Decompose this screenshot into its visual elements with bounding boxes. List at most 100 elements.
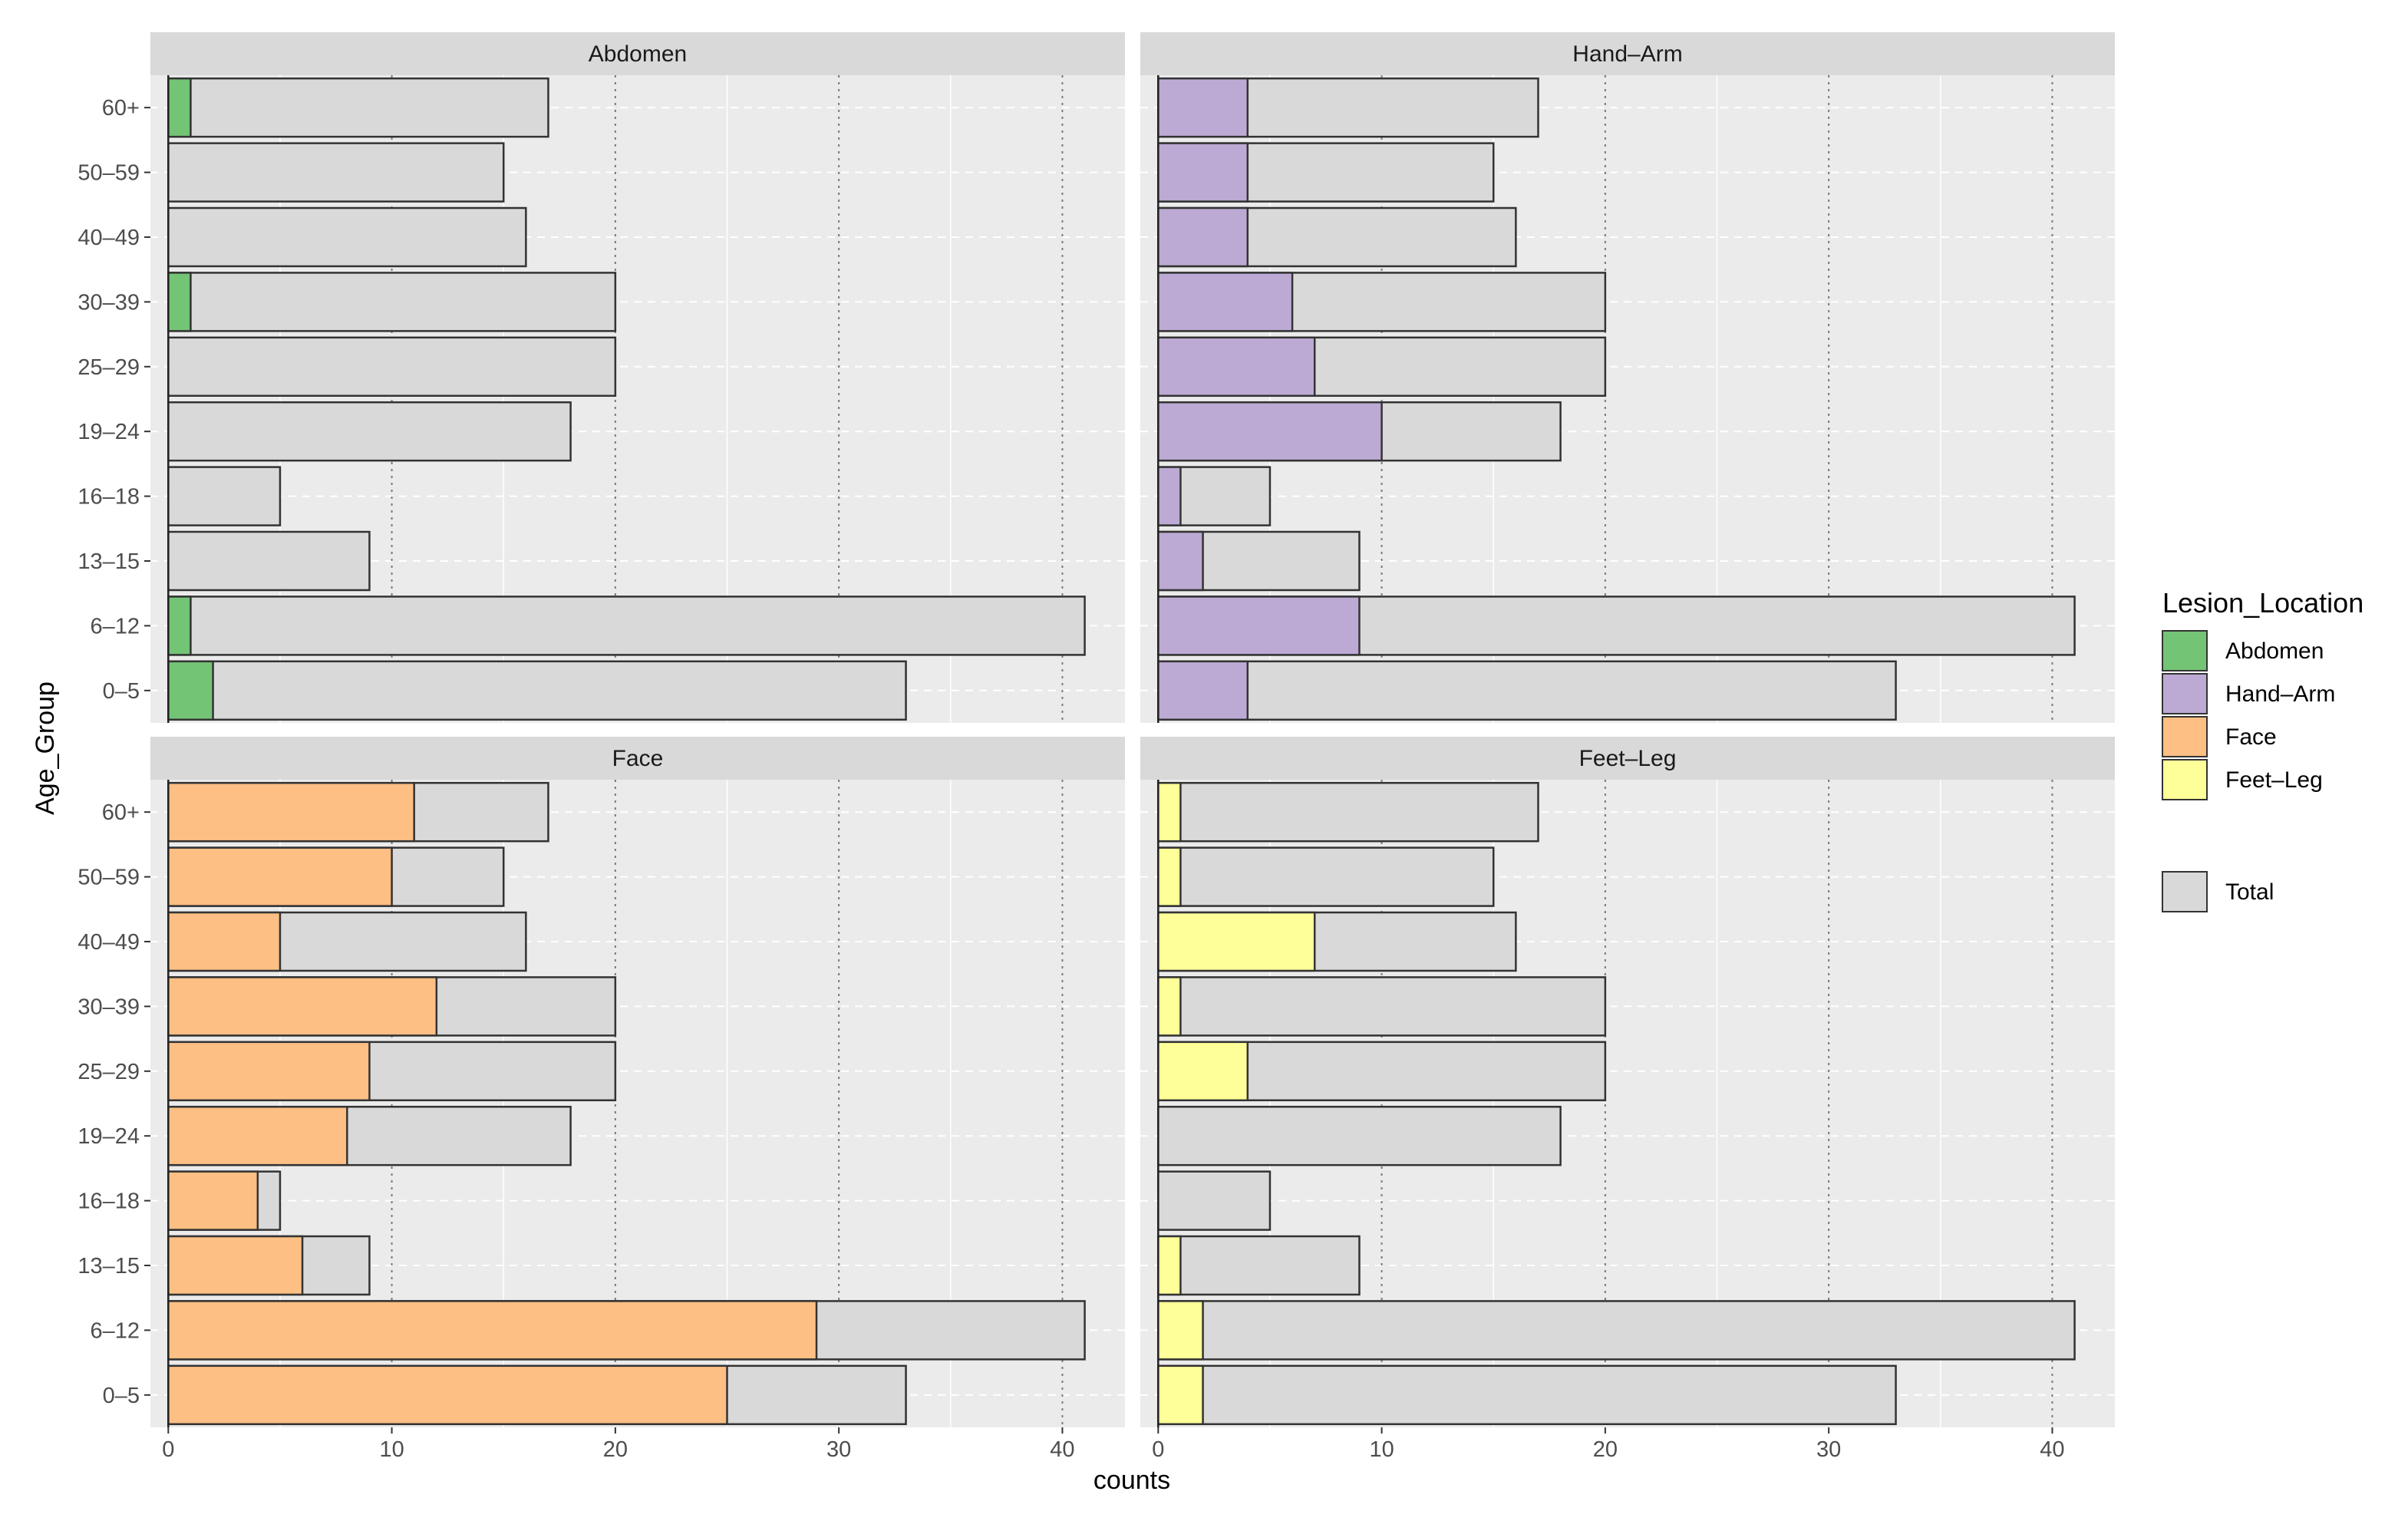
y-tick-label-25-29: 25–29 — [78, 355, 140, 380]
bar-face-16-18 — [167, 1170, 259, 1231]
y-tick-label-0-5: 0–5 — [103, 1384, 140, 1408]
bar-hand-arm-19-24 — [1157, 401, 1383, 462]
legend-label-feet-leg: Feet–Leg — [2225, 767, 2323, 793]
bar-total-50-59 — [167, 142, 505, 203]
bar-feet-leg-50-59 — [1157, 846, 1182, 907]
legend: Lesion_Location Abdomen Hand–Arm Face Feet–… — [2162, 587, 2363, 912]
strip-hand-arm — [1140, 32, 2115, 75]
legend-key-feet-leg — [2162, 759, 2208, 800]
panel-abdomen: Abdomen 0–5 6–12 13–15 16–18 19–24 25–29 30–39 4… — [78, 32, 1125, 723]
bar-feet-leg-25-29 — [1157, 1041, 1249, 1102]
bar-total-50-59 — [1157, 846, 1495, 907]
y-tick-label-6-12: 6–12 — [90, 614, 140, 638]
bar-face-50-59 — [167, 846, 393, 907]
y-axis-title: Age_Group — [31, 681, 60, 815]
legend-label-abdomen: Abdomen — [2225, 638, 2324, 664]
panel-face: Face 0–5 6–12 13–15 16–18 19–24 25–29 30–39 40–4… — [78, 737, 1125, 1462]
bar-total-0-5 — [1157, 1364, 1897, 1426]
strip-face — [150, 737, 1125, 780]
legend-key-face — [2162, 716, 2208, 757]
strip-title-face: Face — [612, 746, 664, 771]
x-tick-label-0: 0 — [1152, 1437, 1164, 1462]
legend-key-abdomen — [2162, 630, 2208, 671]
bar-hand-arm-60 — [1157, 77, 1249, 138]
strip-title-feet-leg: Feet–Leg — [1579, 746, 1677, 771]
x-tick-label-10: 10 — [1369, 1437, 1394, 1462]
y-tick-label-40-49: 40–49 — [78, 226, 140, 250]
bar-feet-leg-6-12 — [1157, 1300, 1204, 1361]
bar-total-13-15 — [167, 530, 371, 592]
y-tick-label-30-39: 30–39 — [78, 290, 140, 315]
bar-face-0-5 — [167, 1364, 728, 1426]
bar-face-19-24 — [167, 1105, 348, 1166]
legend-key-hand-arm — [2162, 673, 2208, 714]
bar-hand-arm-0-5 — [1157, 660, 1249, 721]
bar-hand-arm-6-12 — [1157, 596, 1361, 656]
bar-total-16-18 — [167, 466, 282, 526]
bar-feet-leg-30-39 — [1157, 976, 1182, 1037]
x-tick-label-20: 20 — [1593, 1437, 1618, 1462]
y-tick-label-50-59: 50–59 — [78, 161, 140, 186]
bar-hand-arm-40-49 — [1157, 206, 1249, 268]
panel-hand-arm: Hand–Arm — [1140, 32, 2115, 723]
bar-face-60 — [167, 781, 415, 843]
bar-total-16-18 — [1157, 1170, 1272, 1231]
bar-total-0-5 — [167, 660, 907, 721]
legend-key-total — [2162, 871, 2208, 912]
bar-abdomen-6-12 — [167, 596, 192, 656]
x-tick-label-20: 20 — [603, 1437, 628, 1462]
bar-total-25-29 — [167, 336, 617, 398]
bar-total-30-39 — [1157, 976, 1607, 1037]
y-tick-label-25-29: 25–29 — [78, 1060, 140, 1084]
bar-total-19-24 — [1157, 1105, 1562, 1166]
y-tick-label-0-5: 0–5 — [103, 679, 140, 704]
y-tick-label-19-24: 19–24 — [78, 1124, 140, 1149]
y-tick-label-13-15: 13–15 — [78, 1254, 140, 1278]
bar-total-40-49 — [167, 206, 527, 268]
y-tick-label-13-15: 13–15 — [78, 549, 140, 574]
bar-total-60 — [1157, 781, 1539, 843]
legend-label-hand-arm: Hand–Arm — [2225, 681, 2335, 707]
x-tick-label-0: 0 — [162, 1437, 174, 1462]
bar-abdomen-60 — [167, 77, 192, 138]
bar-total-30-39 — [167, 272, 617, 332]
bar-hand-arm-25-29 — [1157, 336, 1316, 398]
bar-total-6-12 — [167, 596, 1086, 656]
x-tick-label-30: 30 — [1816, 1437, 1841, 1462]
x-tick-label-40: 40 — [1050, 1437, 1074, 1462]
strip-title-hand-arm: Hand–Arm — [1572, 41, 1682, 67]
x-axis-title: counts — [1093, 1466, 1170, 1495]
bar-face-13-15 — [167, 1235, 304, 1296]
y-tick-label-60: 60+ — [102, 96, 140, 120]
y-tick-label-16-18: 16–18 — [78, 1189, 140, 1214]
x-tick-label-30: 30 — [826, 1437, 851, 1462]
y-tick-label-40-49: 40–49 — [78, 930, 140, 955]
y-tick-label-6-12: 6–12 — [90, 1318, 140, 1343]
x-tick-label-10: 10 — [379, 1437, 404, 1462]
bar-feet-leg-0-5 — [1157, 1364, 1204, 1426]
legend-label-face: Face — [2225, 724, 2277, 750]
y-tick-label-60: 60+ — [102, 800, 140, 825]
y-tick-label-16-18: 16–18 — [78, 485, 140, 510]
legend-label-total: Total — [2225, 879, 2274, 905]
bar-hand-arm-16-18 — [1157, 466, 1182, 526]
panel-feet-leg: Feet–Leg 0 10 20 30 40 — [1140, 737, 2115, 1462]
y-tick-label-50-59: 50–59 — [78, 866, 140, 890]
bar-hand-arm-30-39 — [1157, 272, 1294, 332]
bar-feet-leg-40-49 — [1157, 911, 1316, 972]
bar-face-40-49 — [167, 911, 282, 972]
x-tick-label-40: 40 — [2040, 1437, 2064, 1462]
bar-feet-leg-60 — [1157, 781, 1182, 843]
bar-feet-leg-13-15 — [1157, 1235, 1182, 1296]
strip-abdomen — [150, 32, 1125, 75]
bar-total-0-5 — [1157, 660, 1897, 721]
bar-hand-arm-13-15 — [1157, 530, 1204, 592]
bar-total-60 — [167, 77, 549, 138]
y-tick-label-19-24: 19–24 — [78, 420, 140, 444]
bar-face-25-29 — [167, 1041, 371, 1102]
bar-total-19-24 — [167, 401, 572, 462]
legend-title: Lesion_Location — [2162, 587, 2363, 619]
bar-hand-arm-50-59 — [1157, 142, 1249, 203]
strip-feet-leg — [1140, 737, 2115, 780]
